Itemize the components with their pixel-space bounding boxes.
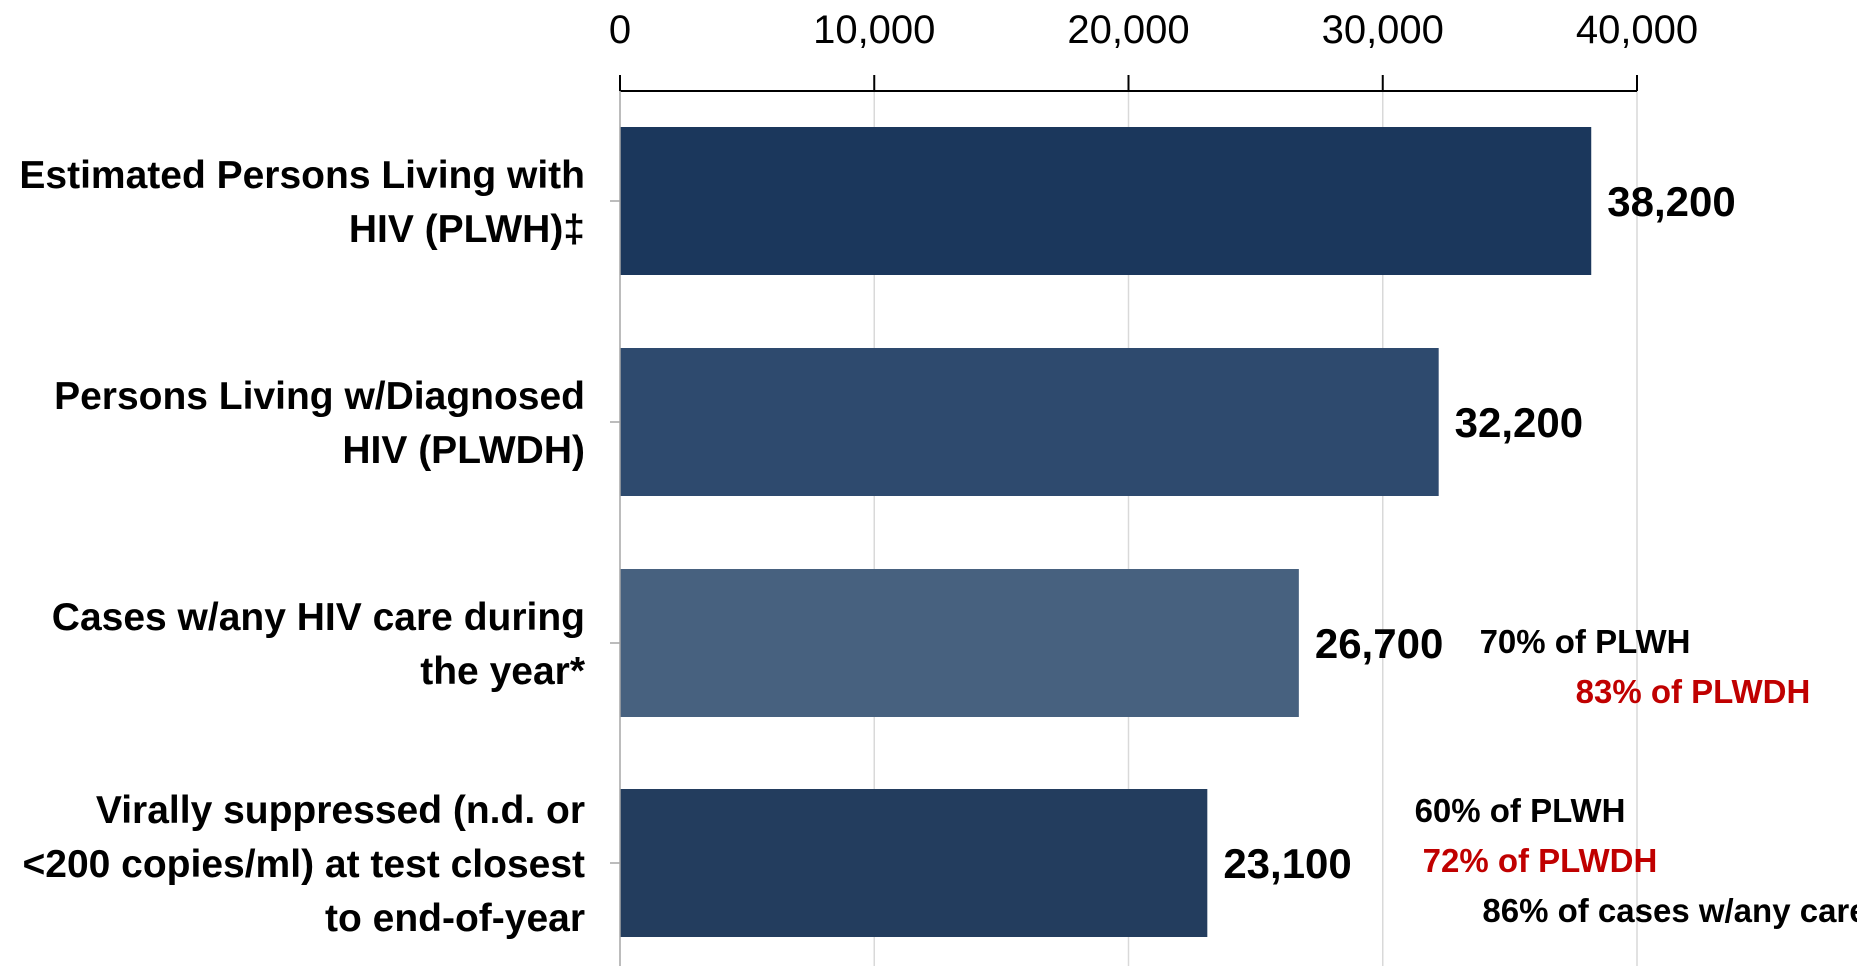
bar-3 (620, 569, 1299, 717)
category-label-line: HIV (PLWH)‡ (349, 208, 585, 251)
annotation-4-1: 60% of PLWH (1415, 792, 1626, 829)
x-tick-label-10000: 10,000 (813, 8, 935, 52)
category-label-line: the year* (420, 650, 586, 693)
value-label-2: 32,200 (1455, 399, 1583, 446)
x-tick-label-30000: 30,000 (1322, 8, 1444, 52)
category-label-line: HIV (PLWDH) (342, 429, 585, 472)
bar-4 (620, 789, 1208, 937)
category-label-1: Estimated Persons Living with HIV (PLWH)‡ (19, 154, 585, 251)
labels: 0 10,000 20,000 30,000 40,000 Estimated Perso… (19, 8, 1857, 940)
axes (610, 75, 1638, 966)
x-tick-label-20000: 20,000 (1067, 8, 1189, 52)
category-label-line: Persons Living w/Diagnosed (54, 375, 585, 418)
category-label-line: Virally suppressed (n.d. or (96, 789, 585, 832)
x-tick-label-0: 0 (609, 8, 631, 52)
category-label-line: to end-of-year (325, 897, 585, 940)
annotation-3-2: 83% of PLWDH (1576, 673, 1811, 710)
annotation-3-1: 70% of PLWH (1480, 623, 1691, 660)
category-label-line: Estimated Persons Living with (19, 154, 585, 197)
bars (620, 127, 1592, 937)
annotation-4-3: 86% of cases w/any care (1482, 892, 1857, 929)
bar-1 (620, 127, 1592, 275)
category-label-line: <200 copies/ml) at test closest (22, 843, 585, 886)
value-label-4: 23,100 (1223, 840, 1351, 887)
value-label-3: 26,700 (1315, 620, 1443, 667)
category-label-3: Cases w/any HIV care during the year* (52, 596, 586, 693)
category-label-line: Cases w/any HIV care during (52, 596, 585, 639)
category-label-2: Persons Living w/Diagnosed HIV (PLWDH) (54, 375, 585, 472)
value-label-1: 38,200 (1607, 178, 1735, 225)
x-tick-label-40000: 40,000 (1576, 8, 1698, 52)
category-label-4: Virally suppressed (n.d. or <200 copies/m… (22, 789, 585, 940)
bar-2 (620, 348, 1439, 496)
annotation-4-2: 72% of PLWDH (1423, 842, 1658, 879)
